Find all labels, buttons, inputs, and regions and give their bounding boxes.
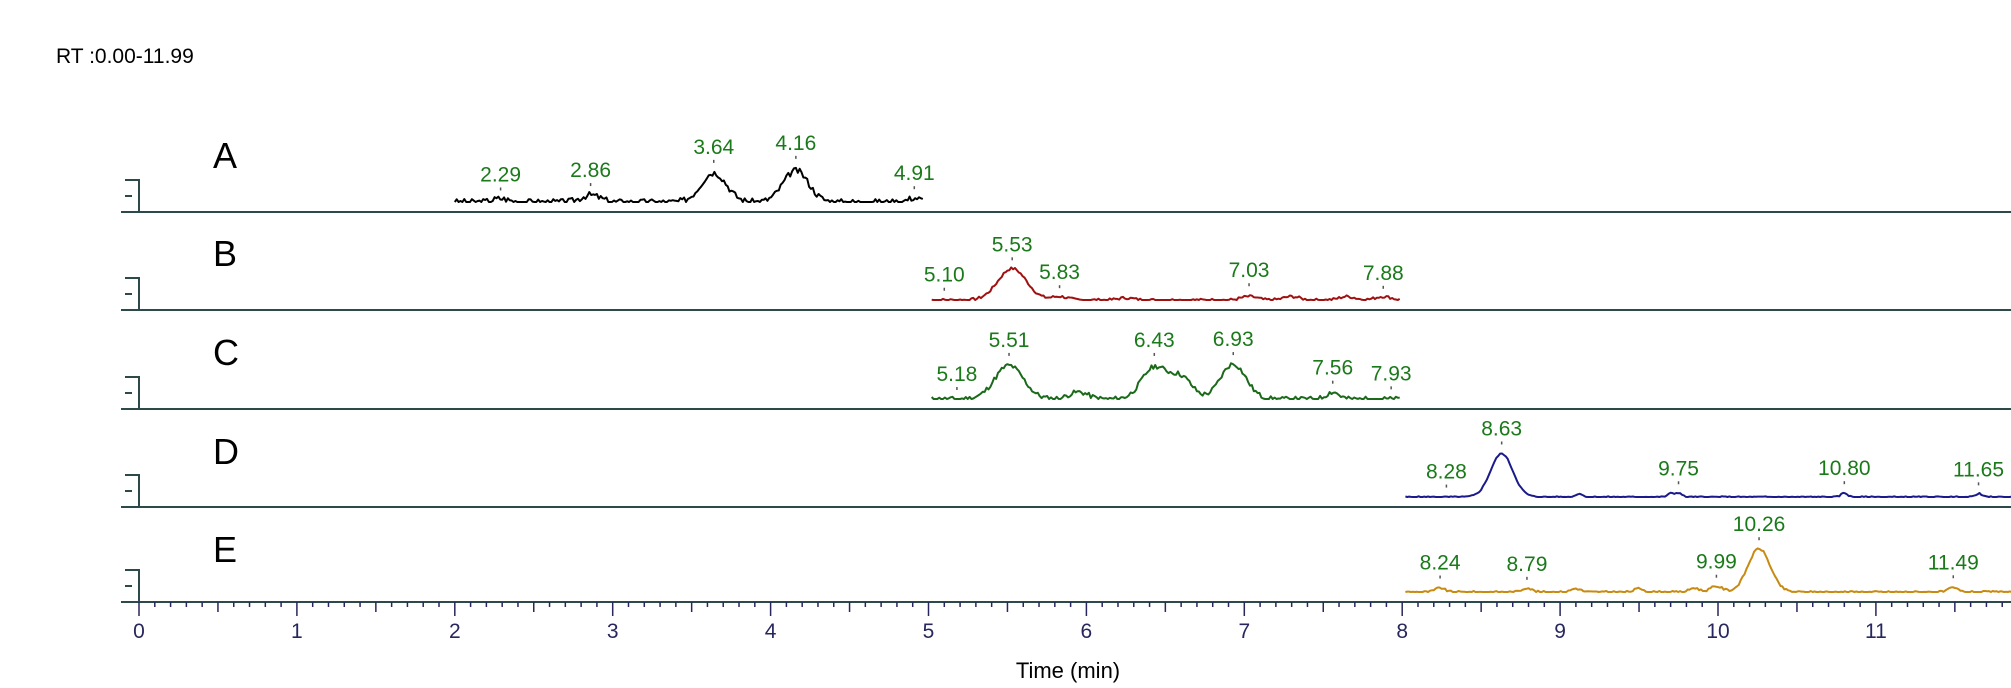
x-tick-label: 8 <box>1396 620 1408 643</box>
peak-label: 8.79 <box>1507 553 1548 576</box>
panel-letter: D <box>213 431 239 472</box>
peak-label: 9.75 <box>1658 457 1699 480</box>
panel-letter: E <box>213 529 237 570</box>
panel-d: D 8.28 8.63 9.75 10.80 11.65 <box>121 417 2011 508</box>
x-tick-label: 6 <box>1081 620 1093 643</box>
y-scale-bracket <box>121 569 140 603</box>
trace-d <box>1405 452 2011 498</box>
trace-c <box>930 362 1400 400</box>
x-axis: 0 1 2 3 4 5 6 7 8 9 10 11 <box>133 601 2011 643</box>
peak-label: 5.51 <box>989 329 1030 352</box>
x-tick-label: 0 <box>133 620 145 643</box>
panel-a: A 2.29 2.86 3.64 4.16 4.91 <box>121 132 2011 213</box>
peak-label: 7.88 <box>1363 262 1404 285</box>
x-tick-label: 5 <box>923 620 935 643</box>
peak-label: 11.65 <box>1953 458 2004 481</box>
peak-label: 5.10 <box>924 264 965 287</box>
panel-letter: B <box>213 233 237 274</box>
peak-label: 4.91 <box>894 162 935 185</box>
peak-label: 10.80 <box>1818 457 1871 480</box>
peak-label: 8.28 <box>1426 461 1467 484</box>
panel-letter: A <box>213 135 237 176</box>
peak-label: 7.56 <box>1312 357 1353 380</box>
peak-label: 3.64 <box>693 136 734 159</box>
peak-label: 6.43 <box>1134 329 1175 352</box>
peak-label: 5.53 <box>992 233 1033 256</box>
peak-label: 5.83 <box>1039 261 1080 284</box>
y-scale-bracket <box>121 474 140 508</box>
peak-label: 2.86 <box>570 159 611 182</box>
x-tick-label: 7 <box>1238 620 1250 643</box>
x-tick-label: 10 <box>1706 620 1729 643</box>
peak-label: 7.93 <box>1371 362 1412 385</box>
x-tick-label: 3 <box>607 620 619 643</box>
peak-label: 10.26 <box>1733 513 1786 536</box>
peak-label: 5.18 <box>936 363 977 386</box>
panel-c: C 5.18 5.51 6.43 6.93 7.56 7.93 <box>121 328 2011 410</box>
x-tick-label: 11 <box>1865 620 1887 643</box>
panel-e: E 8.24 8.79 9.99 10.26 11.49 <box>121 513 2011 603</box>
trace-e <box>1405 547 2011 593</box>
peak-label: 6.93 <box>1213 328 1254 351</box>
peak-label: 11.49 <box>1928 551 1979 574</box>
y-scale-bracket <box>121 179 140 213</box>
x-tick-label: 9 <box>1554 620 1566 643</box>
peak-label: 8.24 <box>1420 552 1461 575</box>
peak-label: 7.03 <box>1229 259 1270 282</box>
trace-b <box>931 266 1401 301</box>
peak-label: 4.16 <box>775 132 816 155</box>
panel-b: B 5.10 5.53 5.83 7.03 7.88 <box>121 233 2011 311</box>
trace-a <box>453 166 924 203</box>
x-axis-title: Time (min) <box>1016 658 1120 683</box>
y-scale-bracket <box>121 277 140 311</box>
y-scale-bracket <box>121 376 140 410</box>
x-tick-label: 4 <box>765 620 777 643</box>
rt-range-label: RT :0.00-11.99 <box>56 45 194 68</box>
x-tick-label: 1 <box>291 620 303 643</box>
peak-label: 2.29 <box>480 163 521 186</box>
panels-layer: A 2.29 2.86 3.64 4.16 4.91 B 5.10 5.53 5.83 7.03 7.… <box>121 132 2011 603</box>
peak-label: 8.63 <box>1481 417 1522 440</box>
x-tick-label: 2 <box>449 620 461 643</box>
panel-letter: C <box>213 332 239 373</box>
peak-label: 9.99 <box>1696 551 1737 574</box>
